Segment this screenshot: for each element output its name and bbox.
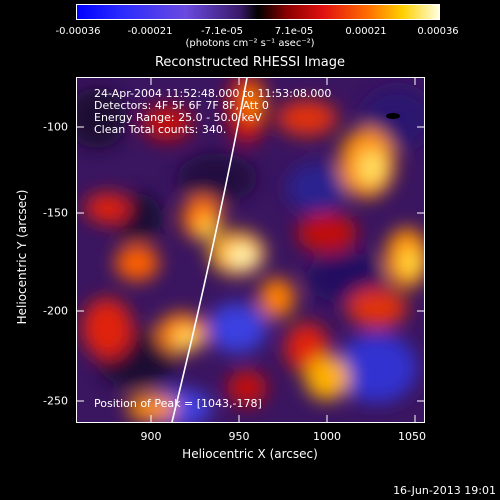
annotation-time: 24-Apr-2004 11:52:48.000 to 11:53:08.000 — [94, 87, 332, 100]
x-tick-label: 950 — [228, 430, 250, 443]
rhessi-image — [76, 77, 425, 423]
solar-limb-line — [171, 78, 248, 422]
colorbar-unit-label: (photons cm⁻² s⁻¹ asec⁻²) — [185, 38, 315, 49]
y-tick-label: -250 — [43, 394, 68, 408]
colorbar-tick: -0.00021 — [127, 26, 173, 37]
y-tick-label: -100 — [43, 120, 68, 134]
timestamp-footer: 16-Jun-2013 19:01 — [393, 484, 496, 497]
x-tick-label: 900 — [140, 430, 162, 443]
y-axis-label: Heliocentric Y (arcsec) — [15, 189, 29, 325]
colorbar-tick: 0.00036 — [417, 26, 459, 37]
y-tick-label: -150 — [43, 206, 68, 220]
y-tick-label: -200 — [43, 304, 68, 318]
image-title: Reconstructed RHESSI Image — [154, 55, 346, 70]
annotation-energy: Energy Range: 25.0 - 50.0 keV — [94, 111, 262, 124]
x-axis-label: Heliocentric X (arcsec) — [182, 447, 318, 461]
colorbar-tick: -0.00036 — [55, 26, 101, 37]
colorbar-tick: -7.1e-05 — [201, 26, 243, 37]
annotation-detectors: Detectors: 4F 5F 6F 7F 8F, Att 0 — [94, 99, 269, 112]
x-tick-label: 1000 — [313, 430, 341, 443]
colorbar-tick: 0.00021 — [345, 26, 387, 37]
x-tick-label: 1050 — [398, 430, 426, 443]
annotation-peak: Position of Peak = [1043,-178] — [94, 397, 262, 410]
annotation-clean: Clean Total counts: 340. — [94, 123, 227, 136]
colorbar — [76, 4, 440, 20]
colorbar-tick: 7.1e-05 — [274, 26, 314, 37]
image-canvas — [77, 78, 424, 422]
